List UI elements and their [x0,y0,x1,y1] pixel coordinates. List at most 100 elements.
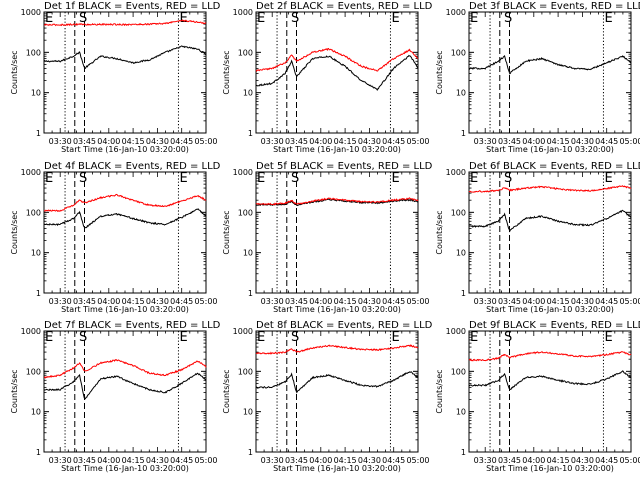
x-tick-label: 04:30 [358,456,381,465]
y-tick-label: 100 [238,48,253,57]
plot-frame [43,171,207,294]
y-tick-label: 100 [451,367,466,376]
series-line-lld [255,197,419,206]
marker-S: S [79,171,87,186]
x-tick-label: 05:00 [194,297,217,306]
panel-title: Det 4f BLACK = Events, RED = LLD [44,161,221,172]
panel-3: Det 3f BLACK = Events, RED = LLD 1 10 100 10… [435,1,640,154]
marker-S: S [291,11,299,26]
x-tick-label: 04:15 [122,297,145,306]
x-tick-label: 03:30 [261,137,284,146]
marker-E: E [470,171,478,186]
series-line-events [255,371,419,394]
x-tick-label: 05:00 [194,456,217,465]
y-tick-label: 10 [456,249,466,258]
y-tick-label: 100 [26,48,41,57]
x-axis-label: Start Time (16-Jan-10 03:20:00) [486,464,614,473]
x-tick-label: 04:30 [146,137,169,146]
x-tick-label: 03:45 [285,137,308,146]
y-tick-label: 1 [461,289,466,298]
x-tick-label: 03:30 [474,137,497,146]
y-axis-label: Counts/sec [10,369,19,413]
y-tick-label: 100 [238,208,253,217]
x-axis-label: Start Time (16-Jan-10 03:20:00) [273,145,401,154]
x-axis-label: Start Time (16-Jan-10 03:20:00) [486,305,614,314]
y-tick-label: 100 [26,367,41,376]
marker-E: E [391,171,399,186]
marker-E: E [470,330,478,345]
y-axis-label: Counts/sec [222,369,231,413]
plot-frame [43,330,207,453]
y-axis-label: Counts/sec [435,369,444,413]
marker-E: E [45,11,53,26]
panel-2: Det 2f BLACK = Events, RED = LLD 1 10 100 10… [222,1,433,154]
x-tick-label: 04:00 [522,137,545,146]
y-tick-label: 1 [36,448,41,457]
y-tick-label: 10 [31,89,41,98]
series-line-events [255,198,419,207]
marker-E: E [45,171,53,186]
x-tick-label: 04:15 [122,137,145,146]
panel-9: Det 9f BLACK = Events, RED = LLD 1 10 100 10… [435,320,640,473]
y-tick-label: 1000 [446,168,466,177]
plot-frame [255,330,419,453]
series-line-events [44,208,207,229]
y-tick-label: 10 [243,408,253,417]
panel-title: Det 6f BLACK = Events, RED = LLD [469,161,640,172]
y-tick-label: 1000 [21,168,41,177]
x-tick-label: 03:30 [49,456,72,465]
panel-4: Det 4f BLACK = Events, RED = LLD 1 10 100 10… [10,161,221,314]
x-tick-label: 04:00 [97,137,120,146]
y-axis-label: Counts/sec [222,210,231,254]
x-tick-label: 04:15 [334,137,357,146]
y-tick-label: 1000 [233,168,253,177]
x-tick-label: 04:15 [547,297,570,306]
x-tick-label: 03:30 [474,297,497,306]
x-tick-label: 03:30 [474,456,497,465]
x-tick-label: 04:00 [309,137,332,146]
plot-frame [255,11,419,134]
x-tick-label: 03:45 [73,137,96,146]
x-tick-label: 03:45 [498,137,521,146]
y-tick-label: 10 [456,89,466,98]
y-axis-label: Counts/sec [222,50,231,94]
x-tick-label: 03:45 [498,456,521,465]
x-tick-label: 04:30 [358,137,381,146]
x-tick-label: 03:30 [261,297,284,306]
x-tick-label: 04:45 [382,456,405,465]
x-tick-label: 03:45 [73,456,96,465]
marker-E: E [391,330,399,345]
series-line-lld [43,193,207,213]
panel-5: Det 5f BLACK = Events, RED = LLD 1 10 100 10… [222,161,433,314]
y-tick-label: 1000 [446,8,466,17]
x-tick-label: 04:00 [97,297,120,306]
x-tick-label: 05:00 [619,297,640,306]
x-tick-label: 04:30 [571,456,594,465]
marker-E: E [604,11,612,26]
marker-S: S [504,11,512,26]
x-tick-label: 04:30 [571,297,594,306]
x-tick-label: 04:30 [358,297,381,306]
marker-S: S [504,171,512,186]
x-axis-label: Start Time (16-Jan-10 03:20:00) [273,305,401,314]
x-tick-label: 04:30 [146,297,169,306]
series-line-lld [44,19,207,27]
series-line-events [43,45,207,70]
x-tick-label: 04:15 [547,456,570,465]
y-tick-label: 1 [36,289,41,298]
marker-E: E [604,171,612,186]
series-line-events [256,54,419,92]
panel-title: Det 2f BLACK = Events, RED = LLD [256,1,433,12]
y-tick-label: 1000 [21,8,41,17]
x-tick-label: 04:45 [595,456,618,465]
x-tick-label: 04:15 [547,137,570,146]
x-tick-label: 03:45 [498,297,521,306]
panel-6: Det 6f BLACK = Events, RED = LLD 1 10 100 10… [435,161,640,314]
panel-1: Det 1f BLACK = Events, RED = LLD 1 10 100 10… [10,1,221,154]
panel-title: Det 8f BLACK = Events, RED = LLD [256,320,433,331]
series-line-lld [255,47,419,72]
y-axis-label: Counts/sec [10,50,19,94]
x-tick-label: 04:45 [382,137,405,146]
x-tick-label: 04:45 [382,297,405,306]
x-tick-label: 03:30 [261,456,284,465]
